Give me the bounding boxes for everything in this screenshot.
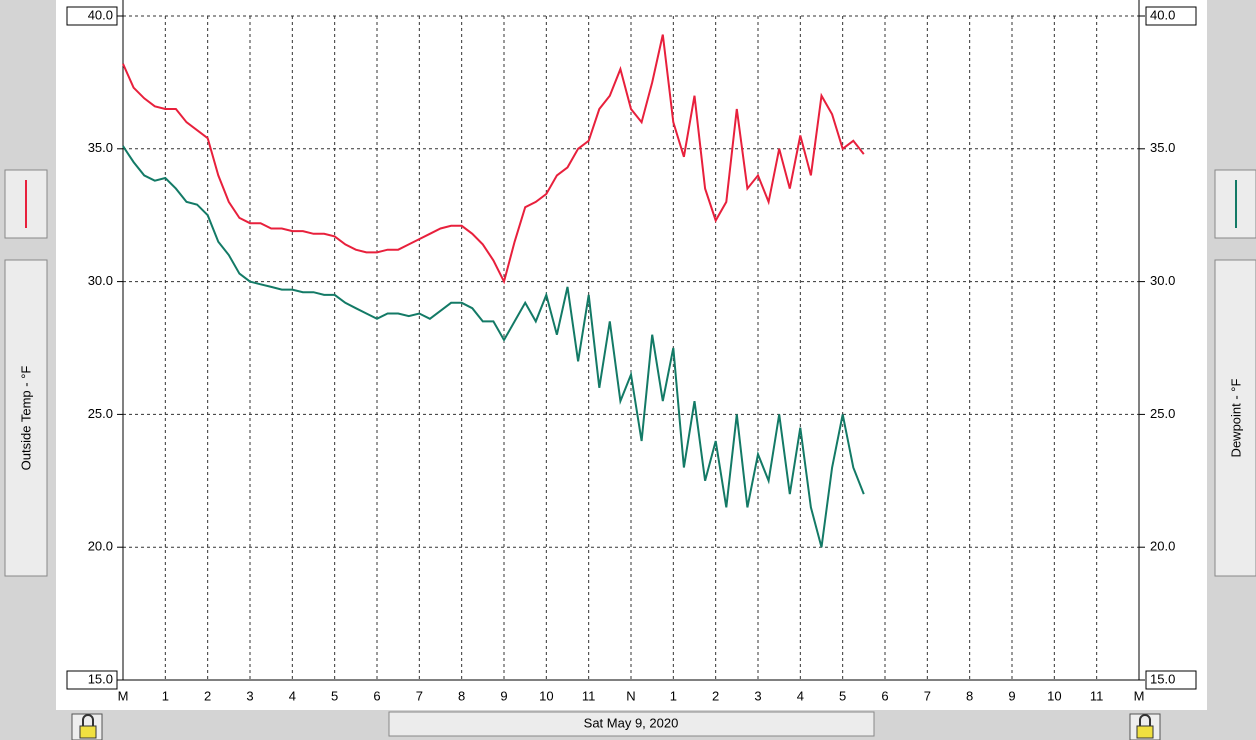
y-tick-box (66, 6, 118, 26)
y2-tick-label: 25.0 (1150, 406, 1175, 421)
y-tick-label: 40.0 (88, 7, 113, 22)
x-tick-label: 2 (712, 688, 719, 703)
y2-tick-label: 40.0 (1150, 7, 1175, 22)
x-tick-label: 8 (966, 688, 973, 703)
y2-tick-label: 20.0 (1150, 539, 1175, 554)
x-tick-label: 5 (331, 688, 338, 703)
x-tick-label: 1 (670, 688, 677, 703)
x-tick-label: 4 (289, 688, 296, 703)
x-tick-label: 9 (1008, 688, 1015, 703)
lock-right[interactable] (1129, 713, 1161, 740)
x-tick-label: 8 (458, 688, 465, 703)
x-tick-label: 3 (754, 688, 761, 703)
x-tick-label: 4 (797, 688, 804, 703)
y2-tick-box (1145, 670, 1197, 690)
y-tick-label: 25.0 (88, 406, 113, 421)
left-axis-button[interactable] (4, 259, 48, 577)
y2-tick-label: 30.0 (1150, 273, 1175, 288)
y-axis-label: Outside Temp - °F (18, 366, 33, 471)
y-tick-label: 15.0 (88, 671, 113, 686)
y-tick-label: 20.0 (88, 539, 113, 554)
x-tick-label: N (626, 688, 635, 703)
lock-left[interactable] (71, 713, 103, 740)
series-line (122, 34, 865, 285)
x-tick-label: M (118, 688, 129, 703)
x-tick-label: 6 (373, 688, 380, 703)
y2-tick-box (1145, 6, 1197, 26)
y2-tick-label: 35.0 (1150, 140, 1175, 155)
x-tick-label: 10 (1047, 688, 1061, 703)
x-tick-label: M (1134, 688, 1145, 703)
x-tick-label: 7 (416, 688, 423, 703)
x-tick-label: 9 (500, 688, 507, 703)
x-tick-label: 1 (162, 688, 169, 703)
x-tick-label: 11 (1090, 688, 1104, 703)
x-tick-label: 6 (881, 688, 888, 703)
y-tick-label: 35.0 (88, 140, 113, 155)
date-button[interactable] (388, 711, 875, 737)
y2-tick-label: 15.0 (1150, 671, 1175, 686)
x-tick-label: 5 (839, 688, 846, 703)
y-tick-box (66, 670, 118, 690)
x-tick-label: 7 (924, 688, 931, 703)
y2-axis-label: Dewpoint - °F (1228, 378, 1243, 457)
series-line (122, 145, 865, 548)
date-label: Sat May 9, 2020 (584, 715, 679, 730)
x-tick-label: 10 (539, 688, 553, 703)
x-tick-label: 2 (204, 688, 211, 703)
right-axis-button[interactable] (1214, 259, 1256, 577)
x-tick-label: 11 (582, 688, 596, 703)
y-tick-label: 30.0 (88, 273, 113, 288)
x-tick-label: 3 (246, 688, 253, 703)
